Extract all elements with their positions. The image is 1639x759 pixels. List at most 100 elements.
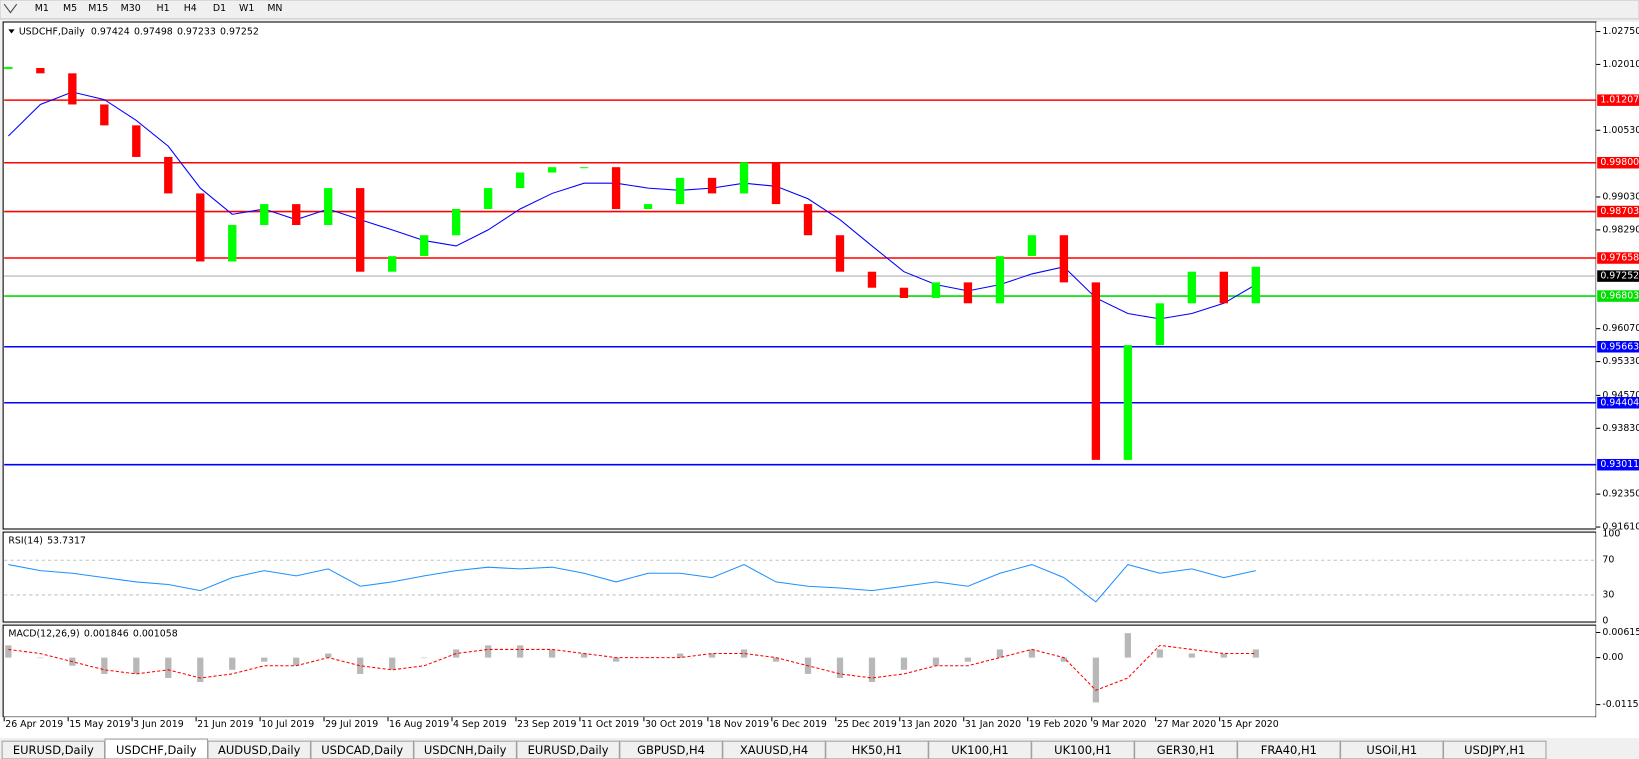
tab-label[interactable]: GER30,H1 — [1157, 743, 1215, 757]
tab-label[interactable]: XAUUSD,H4 — [740, 743, 808, 757]
x-tick-label: 19 Feb 2020 — [1029, 719, 1087, 730]
macd-bar — [1092, 657, 1100, 703]
x-tick-label: 15 May 2019 — [69, 719, 130, 730]
macd-bar — [1188, 653, 1195, 658]
tab-label[interactable]: GBPUSD,H4 — [637, 743, 705, 757]
macd-bar — [836, 657, 844, 678]
timeframe-button[interactable]: M5 — [63, 3, 77, 14]
candle — [36, 67, 45, 74]
level-label-box — [1597, 290, 1639, 302]
tab-label[interactable]: USDCNH,Daily — [424, 743, 507, 757]
current-price-box — [1597, 270, 1639, 282]
candle — [995, 256, 1005, 304]
timeframe-button[interactable]: W1 — [239, 3, 254, 14]
timeframe-button[interactable]: D1 — [213, 3, 226, 14]
candle — [451, 208, 461, 236]
x-tick-label: 21 Jun 2019 — [197, 719, 254, 730]
rsi-line — [8, 563, 1256, 603]
moving-average — [7, 91, 1257, 320]
tab-label[interactable]: EURUSD,Daily — [528, 743, 609, 757]
macd-bar — [1220, 653, 1227, 658]
level-label-box — [1597, 252, 1639, 264]
y-tick-label: 70 — [1602, 555, 1614, 566]
tab-label[interactable]: HK50,H1 — [852, 743, 902, 757]
tab-label[interactable]: USDCHF,Daily — [116, 743, 197, 757]
macd-bar — [868, 657, 876, 683]
candle — [260, 204, 269, 226]
tab-label[interactable]: USOil,H1 — [1366, 743, 1417, 757]
candle — [356, 188, 365, 272]
macd-bar — [389, 657, 396, 670]
toolbar-icon[interactable] — [3, 3, 18, 14]
macd-bar — [101, 657, 108, 674]
level-label: 0.97658 — [1600, 253, 1639, 264]
y-tick-label: 0.94570 — [1602, 390, 1639, 401]
x-tick-label: 16 Aug 2019 — [389, 719, 449, 730]
macd-bar — [133, 657, 140, 674]
candle — [1219, 271, 1228, 304]
time-axis — [0, 717, 1639, 739]
level-label: 0.96803 — [1600, 291, 1639, 302]
low: 0.97233 — [177, 26, 216, 37]
y-tick-label: 0.92350 — [1602, 489, 1639, 500]
tab-label[interactable]: UK100,H1 — [951, 743, 1008, 757]
macd-bar — [293, 657, 300, 666]
level-label: 0.98703 — [1600, 206, 1639, 217]
tab-label[interactable]: FRA40,H1 — [1261, 743, 1317, 757]
tab-label[interactable]: AUDUSD,Daily — [218, 743, 301, 757]
timeframe-button[interactable]: H1 — [157, 3, 170, 14]
timeframe-button[interactable]: MN — [267, 3, 282, 14]
candle — [228, 225, 237, 262]
tab-label[interactable]: UK100,H1 — [1054, 743, 1111, 757]
macd-bar — [548, 649, 556, 658]
x-tick-label: 3 Jun 2019 — [133, 719, 184, 730]
macd-bar — [37, 657, 44, 659]
level-label-box — [1597, 156, 1639, 169]
level-label: 0.93011 — [1600, 459, 1639, 470]
candle — [643, 204, 653, 209]
macd-bar — [740, 649, 748, 658]
macd-bar — [612, 657, 620, 662]
y-tick-label: 30 — [1602, 589, 1614, 600]
x-tick-label: 11 Oct 2019 — [581, 719, 639, 730]
timeframe-button[interactable]: M1 — [35, 3, 49, 14]
macd-header: MACD(12,26,9) 0.001846 0.001058 — [8, 628, 177, 639]
candle — [835, 235, 845, 272]
candle — [963, 282, 973, 304]
tab-label[interactable]: EURUSD,Daily — [13, 743, 94, 757]
x-tick-label: 13 Jan 2020 — [901, 719, 957, 730]
x-tick-label: 6 Dec 2019 — [773, 719, 827, 730]
macd-bar — [5, 645, 12, 658]
level-label-box — [1597, 205, 1639, 218]
candle — [68, 73, 77, 105]
tab-label[interactable]: USDCAD,Daily — [321, 743, 403, 757]
macd-bar — [1028, 649, 1036, 658]
candle — [579, 167, 589, 169]
candle — [483, 188, 493, 209]
y-tick-label: 1.02010 — [1602, 59, 1639, 70]
timeframe-button[interactable]: M15 — [88, 3, 108, 14]
candle — [1091, 282, 1101, 460]
timeframe-button[interactable]: M30 — [121, 3, 141, 14]
y-tick-label: -0.011531 — [1602, 699, 1639, 710]
macd-bar — [900, 657, 908, 670]
macd-bar — [676, 653, 684, 658]
y-tick-label: 0.98290 — [1602, 224, 1639, 235]
x-tick-label: 30 Oct 2019 — [645, 719, 703, 730]
candle — [899, 287, 909, 298]
macd-bar — [197, 657, 204, 683]
open: 0.97424 — [91, 26, 130, 37]
y-tick-label: 0.006157 — [1602, 627, 1639, 638]
level-label-box — [1597, 458, 1639, 471]
y-tick-label: 1.02750 — [1602, 26, 1639, 37]
timeframe-button[interactable]: H4 — [184, 3, 197, 14]
candle — [1155, 303, 1165, 346]
x-tick-label: 9 Mar 2020 — [1093, 719, 1147, 730]
candle — [419, 235, 429, 257]
macd-name: MACD(12,26,9) — [8, 628, 79, 639]
tab-label[interactable]: USDJPY,H1 — [1464, 743, 1525, 757]
candle — [1059, 235, 1069, 283]
candle — [388, 256, 397, 272]
